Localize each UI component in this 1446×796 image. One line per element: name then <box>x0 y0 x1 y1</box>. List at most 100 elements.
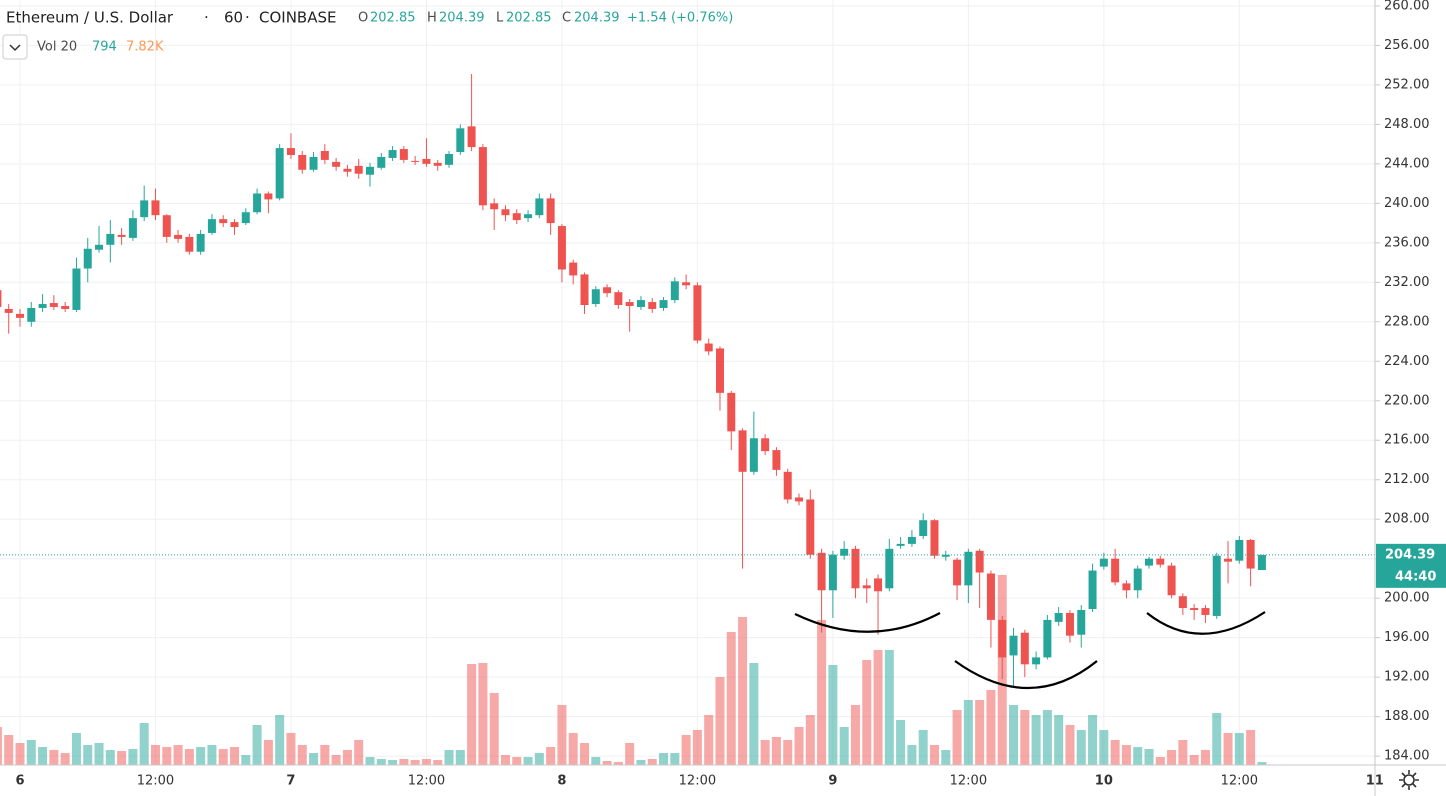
candle-body <box>930 520 939 556</box>
candle-body <box>569 262 578 276</box>
volume-bar <box>275 715 285 765</box>
volume-bar <box>1133 747 1143 765</box>
candle-body <box>738 430 747 472</box>
y-tick-label: 260.00 <box>1384 0 1430 13</box>
candle-body <box>467 126 476 148</box>
x-tick-label: 9 <box>828 774 837 789</box>
y-tick-label: 248.00 <box>1384 117 1430 132</box>
candle-body <box>806 499 815 555</box>
settings[interactable] <box>1399 770 1419 790</box>
candle-body <box>1133 568 1142 591</box>
candle-body <box>1020 632 1029 665</box>
candle-body <box>1043 619 1052 658</box>
volume-bar <box>726 632 736 765</box>
annotations <box>794 611 1266 689</box>
dot: · <box>245 9 250 27</box>
open-value: 202.85 <box>370 11 416 26</box>
volume-bar <box>4 735 14 765</box>
volume-bar <box>613 762 623 765</box>
candle-body <box>636 300 645 307</box>
candle-body <box>986 573 995 620</box>
volume-bar <box>602 761 612 765</box>
candle-body <box>512 213 521 221</box>
volume-bar <box>342 750 352 765</box>
candle-body <box>840 548 849 556</box>
gear-teeth <box>1399 770 1419 790</box>
volume-bar <box>489 693 499 765</box>
header: Ethereum / U.S. Dollar · 60 · COINBASE O… <box>2 9 733 60</box>
candle-body <box>535 198 544 216</box>
volume-bar <box>38 747 48 765</box>
candle-body <box>128 218 137 238</box>
open-key: O <box>358 11 368 26</box>
y-tick-label: 232.00 <box>1384 275 1430 290</box>
candle-body <box>614 292 623 306</box>
candle-body <box>998 619 1007 658</box>
volume-bar <box>828 665 838 765</box>
change: +1.54 (+0.76%) <box>627 11 733 26</box>
candle-body <box>1009 635 1018 656</box>
x-tick-label: 7 <box>286 774 295 789</box>
candle-body <box>625 302 634 306</box>
candle-body <box>1156 558 1165 565</box>
countdown: 44:40 <box>1395 569 1436 584</box>
candle-body <box>1065 612 1074 636</box>
exchange: COINBASE <box>259 9 336 27</box>
candle-body <box>1212 555 1221 616</box>
candle-body <box>659 300 668 308</box>
candle-body <box>16 313 24 318</box>
volume-bar <box>738 617 748 765</box>
candle-body <box>546 198 555 224</box>
candle-body <box>648 302 657 309</box>
volume-bar <box>850 705 860 765</box>
volume-bar <box>647 759 657 765</box>
candle-body <box>490 203 499 210</box>
candle-body <box>219 219 228 224</box>
gear-icon[interactable] <box>1403 774 1415 786</box>
y-tick-label: 228.00 <box>1384 314 1430 329</box>
volume-bar <box>975 700 985 765</box>
volume-bar <box>963 700 973 765</box>
candle-body <box>0 290 2 307</box>
candle-body <box>975 550 984 573</box>
y-tick-label: 220.00 <box>1384 393 1430 408</box>
volume-bar <box>196 747 206 765</box>
volume-bar <box>681 735 691 765</box>
volume-bar <box>83 745 93 765</box>
volume-bar <box>26 740 36 765</box>
collapse-button[interactable] <box>2 34 28 60</box>
y-tick-label: 212.00 <box>1384 472 1430 487</box>
candle-body <box>795 497 804 502</box>
candle-body <box>964 551 973 586</box>
volume-bar <box>297 745 307 765</box>
volume-bar <box>1076 730 1086 765</box>
volume-bar <box>692 730 702 765</box>
volume-bar <box>139 723 149 765</box>
volume-bar <box>173 745 183 765</box>
volume-bar <box>1121 745 1131 765</box>
volume-bar <box>150 745 160 765</box>
candle-body <box>885 548 894 589</box>
candle-body <box>286 148 295 155</box>
volume-bar <box>873 650 883 765</box>
candle-body <box>1122 583 1131 591</box>
volume-bar <box>49 750 59 765</box>
candle-body <box>1145 558 1153 566</box>
candle-body <box>727 392 736 432</box>
volume-bar <box>478 663 488 765</box>
candle-body <box>919 520 928 536</box>
candle-body <box>1167 565 1176 596</box>
x-tick-label: 12:00 <box>950 774 987 789</box>
volume-bar <box>1009 705 1019 765</box>
volume-bar <box>1031 715 1041 765</box>
candle-body <box>253 193 262 213</box>
volume-bar <box>444 750 454 765</box>
candle-body <box>320 151 329 160</box>
candle-body <box>704 343 713 352</box>
volume-bar <box>884 650 894 765</box>
candle-body <box>817 552 826 591</box>
volume-bar <box>1020 710 1030 765</box>
y-tick-label: 208.00 <box>1384 512 1430 527</box>
candle-body <box>1190 608 1199 611</box>
